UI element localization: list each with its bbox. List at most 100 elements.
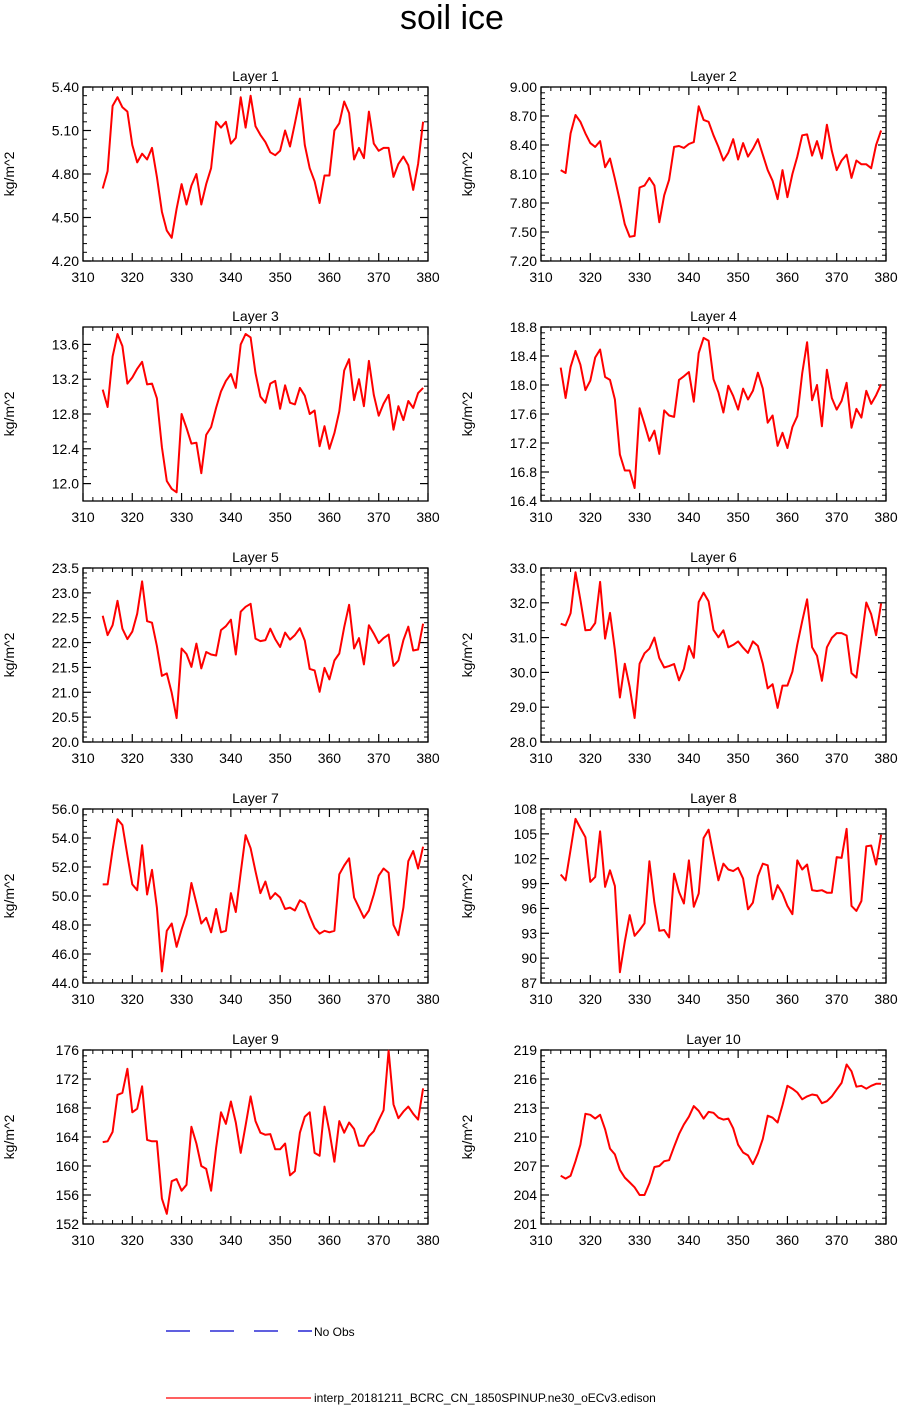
x-tick-label: 340 xyxy=(677,1232,701,1248)
panel-title: Layer 8 xyxy=(690,790,737,806)
series-line xyxy=(102,1049,425,1215)
y-axis-label: kg/m^2 xyxy=(459,391,475,436)
x-tick-label: 350 xyxy=(726,750,750,766)
y-tick-label: 172 xyxy=(56,1071,80,1087)
x-tick-label: 350 xyxy=(726,509,750,525)
x-tick-label: 370 xyxy=(825,1232,849,1248)
x-tick-label: 350 xyxy=(268,750,292,766)
x-tick-label: 310 xyxy=(529,991,553,1007)
y-tick-label: 44.0 xyxy=(52,975,79,991)
y-axis-label: kg/m^2 xyxy=(459,873,475,918)
y-tick-label: 87 xyxy=(521,975,537,991)
x-tick-label: 320 xyxy=(121,509,145,525)
y-tick-label: 164 xyxy=(56,1129,80,1145)
x-tick-label: 320 xyxy=(121,269,145,285)
x-tick-label: 340 xyxy=(219,269,243,285)
y-axis-label: kg/m^2 xyxy=(459,632,475,677)
x-tick-label: 340 xyxy=(677,509,701,525)
y-tick-label: 56.0 xyxy=(52,801,79,817)
y-axis-label: kg/m^2 xyxy=(1,391,17,436)
x-tick-label: 310 xyxy=(71,750,95,766)
y-tick-label: 17.2 xyxy=(510,435,537,451)
x-tick-label: 380 xyxy=(416,269,440,285)
panel-title: Layer 3 xyxy=(232,308,279,324)
y-tick-label: 12.0 xyxy=(52,476,79,492)
x-tick-label: 340 xyxy=(677,991,701,1007)
x-tick-label: 330 xyxy=(170,509,194,525)
y-tick-label: 52.0 xyxy=(52,859,79,875)
x-tick-label: 380 xyxy=(874,509,898,525)
x-tick-label: 360 xyxy=(776,991,800,1007)
legend-obs-label: No Obs xyxy=(314,1325,355,1339)
plot-frame xyxy=(540,86,887,262)
y-tick-label: 176 xyxy=(56,1042,80,1058)
series-line xyxy=(560,1063,882,1196)
y-tick-label: 23.0 xyxy=(52,585,79,601)
plot-frame xyxy=(82,86,429,262)
x-tick-label: 330 xyxy=(170,750,194,766)
y-axis-label: kg/m^2 xyxy=(1,1114,17,1159)
y-tick-label: 30.0 xyxy=(510,664,537,680)
x-tick-label: 380 xyxy=(416,991,440,1007)
x-tick-label: 370 xyxy=(825,991,849,1007)
y-tick-label: 102 xyxy=(514,851,538,867)
panel-1: Layer 1 310 320 330 340 350 360 370 380 4.20 4.50 4… xyxy=(1,68,440,285)
y-tick-label: 5.10 xyxy=(52,123,79,139)
x-tick-label: 370 xyxy=(367,509,391,525)
y-tick-label: 22.0 xyxy=(52,635,79,651)
x-tick-label: 330 xyxy=(170,269,194,285)
x-tick-label: 310 xyxy=(71,1232,95,1248)
x-tick-label: 360 xyxy=(318,750,342,766)
y-tick-label: 17.6 xyxy=(510,406,537,422)
series-line xyxy=(559,336,883,489)
x-tick-label: 360 xyxy=(776,750,800,766)
x-tick-label: 380 xyxy=(416,509,440,525)
x-tick-label: 370 xyxy=(825,269,849,285)
y-tick-label: 54.0 xyxy=(52,830,79,846)
chart-title: soil ice xyxy=(400,0,504,37)
series-line xyxy=(102,818,425,973)
x-tick-label: 330 xyxy=(628,750,652,766)
x-tick-label: 380 xyxy=(874,750,898,766)
y-tick-label: 90 xyxy=(521,950,537,966)
x-tick-label: 360 xyxy=(776,1232,800,1248)
panel-4: Layer 4 310 320 330 340 350 360 370 380 16.4 16.8 1… xyxy=(459,308,898,525)
y-tick-label: 108 xyxy=(514,801,538,817)
x-tick-label: 330 xyxy=(170,1232,194,1248)
y-tick-label: 168 xyxy=(56,1100,80,1116)
y-tick-label: 16.4 xyxy=(510,493,537,509)
y-tick-label: 13.2 xyxy=(52,371,79,387)
plot-frame xyxy=(540,567,887,743)
y-tick-label: 23.5 xyxy=(52,560,79,576)
series-line xyxy=(101,580,425,720)
x-tick-label: 350 xyxy=(726,991,750,1007)
x-tick-label: 330 xyxy=(628,991,652,1007)
y-tick-label: 18.8 xyxy=(510,319,537,335)
x-tick-label: 360 xyxy=(318,991,342,1007)
y-tick-label: 20.0 xyxy=(52,734,79,750)
x-tick-label: 380 xyxy=(416,1232,440,1248)
y-tick-label: 216 xyxy=(514,1071,538,1087)
plot-frame xyxy=(82,808,429,984)
x-tick-label: 380 xyxy=(874,269,898,285)
x-tick-label: 330 xyxy=(628,1232,652,1248)
y-tick-label: 20.5 xyxy=(52,709,79,725)
y-tick-label: 210 xyxy=(514,1129,538,1145)
panel-title: Layer 1 xyxy=(232,68,279,84)
y-tick-label: 29.0 xyxy=(510,699,537,715)
y-tick-label: 207 xyxy=(514,1158,538,1174)
legend-model-label: interp_20181211_BCRC_CN_1850SPINUP.ne30_… xyxy=(314,1391,656,1405)
x-tick-label: 360 xyxy=(776,269,800,285)
x-tick-label: 320 xyxy=(579,269,603,285)
y-tick-label: 21.5 xyxy=(52,659,79,675)
panel-title: Layer 5 xyxy=(232,549,279,565)
plot-frame xyxy=(540,808,887,984)
y-tick-label: 28.0 xyxy=(510,734,537,750)
panel-5: Layer 5 310 320 330 340 350 360 370 380 20.0 20.5 2… xyxy=(1,549,440,766)
x-tick-label: 380 xyxy=(874,1232,898,1248)
x-tick-label: 340 xyxy=(219,509,243,525)
x-tick-label: 350 xyxy=(726,1232,750,1248)
panel-title: Layer 2 xyxy=(690,68,737,84)
y-tick-label: 13.6 xyxy=(52,336,79,352)
y-tick-label: 9.00 xyxy=(510,79,537,95)
